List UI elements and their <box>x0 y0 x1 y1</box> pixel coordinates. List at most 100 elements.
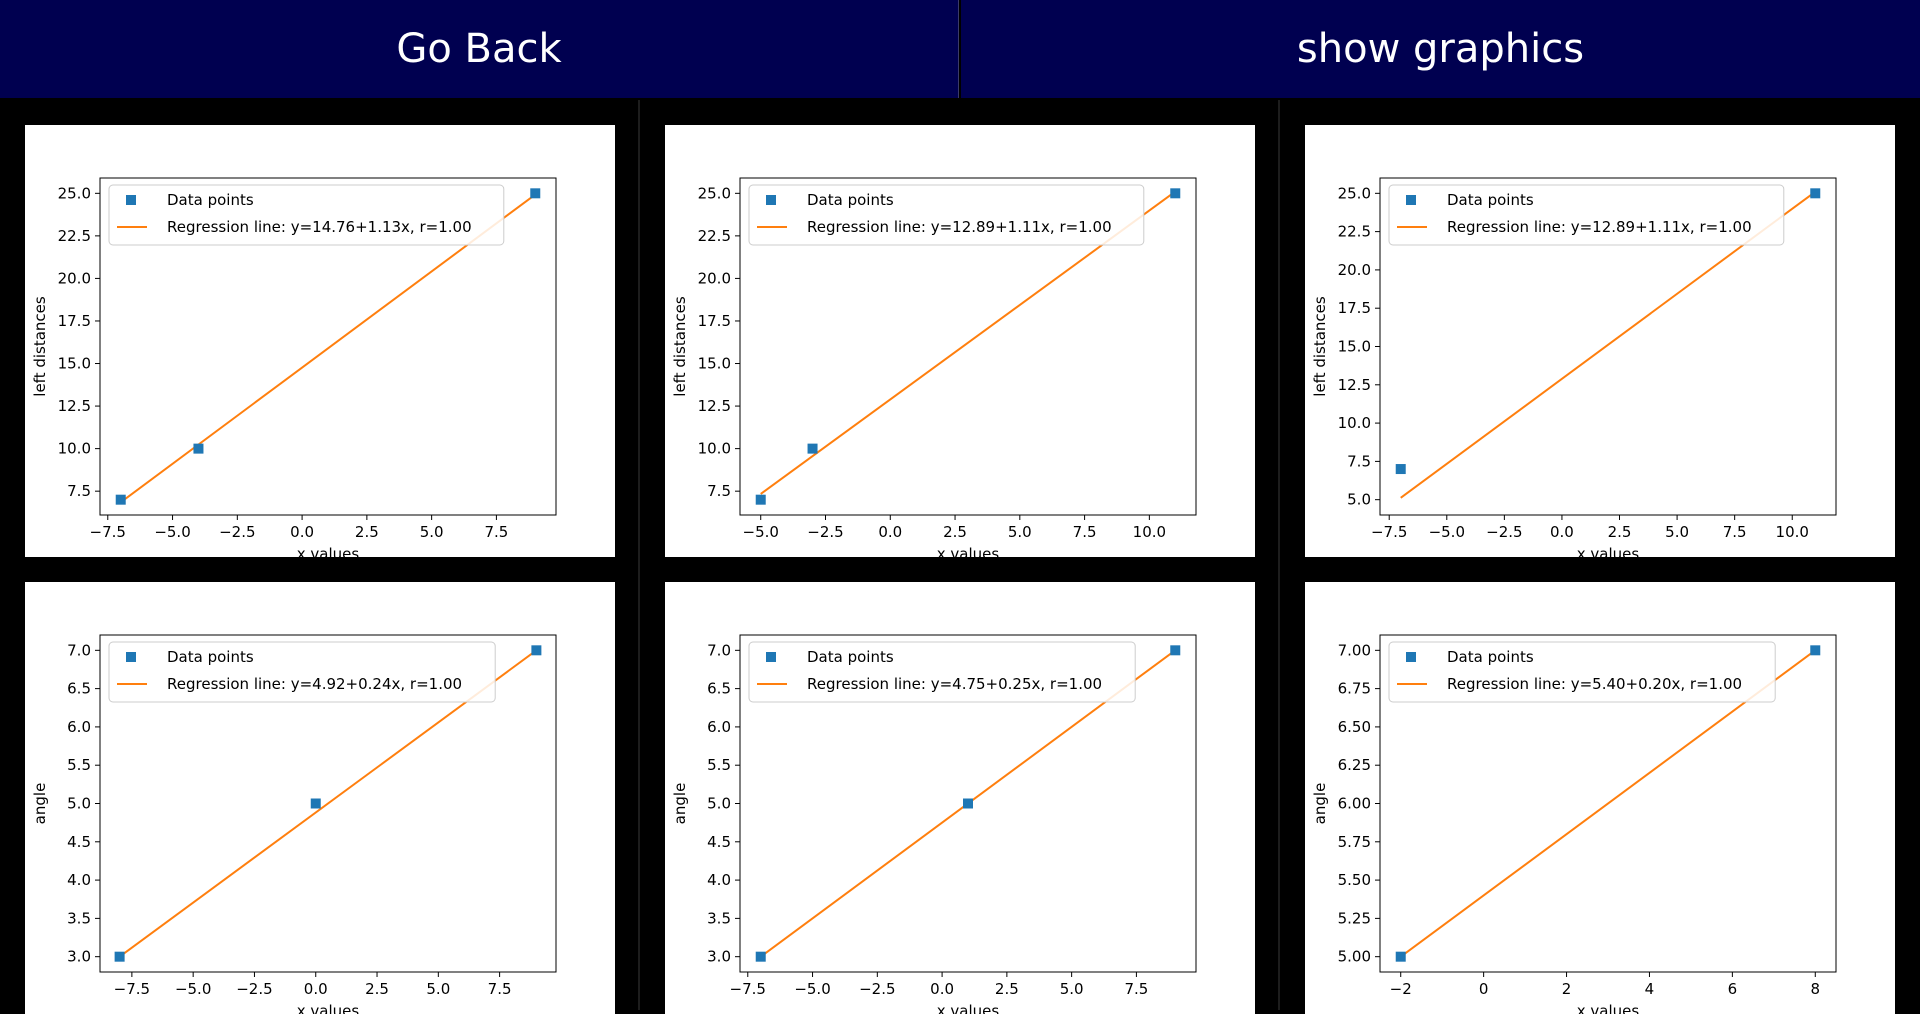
y-axis-label: angle <box>671 783 689 825</box>
go-back-button[interactable]: Go Back <box>0 0 959 98</box>
legend-label-line: Regression line: y=12.89+1.11x, r=1.00 <box>1447 218 1752 236</box>
data-point <box>963 798 973 809</box>
x-tick-label: 2.5 <box>365 980 389 998</box>
x-tick-label: −7.5 <box>90 523 126 541</box>
y-tick-label: 7.00 <box>1338 641 1371 659</box>
data-point <box>807 443 818 454</box>
y-tick-label: 20.0 <box>58 269 91 287</box>
x-tick-label: 2 <box>1562 980 1572 998</box>
y-tick-label: 3.5 <box>707 909 731 927</box>
data-point <box>1170 188 1181 199</box>
legend-label-points: Data points <box>1447 648 1534 666</box>
x-tick-label: −2 <box>1390 980 1412 998</box>
legend-marker-points <box>766 195 776 205</box>
legend-marker-points <box>1406 195 1416 205</box>
x-tick-label: 7.5 <box>1124 980 1148 998</box>
legend-label-points: Data points <box>1447 191 1534 209</box>
y-tick-label: 15.0 <box>698 355 731 373</box>
y-tick-label: 6.75 <box>1338 680 1371 698</box>
y-tick-label: 7.0 <box>67 641 91 659</box>
legend-box <box>108 184 505 246</box>
x-tick-label: 7.5 <box>1723 523 1747 541</box>
x-axis-label: x values <box>1577 545 1640 557</box>
x-axis-label: x values <box>937 1002 1000 1014</box>
x-tick-label: 7.5 <box>1073 523 1097 541</box>
x-axis-label: x values <box>297 1002 360 1014</box>
y-tick-label: 6.0 <box>707 718 731 736</box>
y-tick-label: 3.0 <box>67 948 91 966</box>
y-tick-label: 5.25 <box>1338 909 1371 927</box>
legend-box <box>108 641 496 703</box>
data-point <box>310 798 321 809</box>
x-tick-label: 7.5 <box>484 523 508 541</box>
plot-angle-3: −2 0 2 4 6 8 5.00 5.25 5.50 5.75 6.00 6.25 6.50 6.75 7… <box>1305 582 1895 1014</box>
x-tick-label: 4 <box>1645 980 1655 998</box>
show-graphics-button[interactable]: show graphics <box>961 0 1920 98</box>
x-tick-label: 5.0 <box>1665 523 1689 541</box>
y-tick-label: 15.0 <box>58 355 91 373</box>
x-tick-label: −2.5 <box>1486 523 1522 541</box>
chart-svg: −5.0 −2.5 0.0 2.5 5.0 7.5 10.0 7.5 10.0 12.5 15.0 1… <box>671 177 1197 557</box>
x-tick-label: 0 <box>1479 980 1489 998</box>
x-tick-label: 5.0 <box>426 980 450 998</box>
y-tick-label: 25.0 <box>58 184 91 202</box>
plot-left-distances-1: −7.5 −5.0 −2.5 0.0 2.5 5.0 7.5 7.5 10.0 12.5 15.0 1… <box>25 125 615 557</box>
x-tick-label: 5.0 <box>1060 980 1084 998</box>
x-tick-label: −2.5 <box>236 980 272 998</box>
y-tick-label: 3.0 <box>707 948 731 966</box>
y-tick-label: 5.5 <box>707 756 731 774</box>
y-tick-label: 25.0 <box>698 184 731 202</box>
x-tick-label: 0.0 <box>304 980 328 998</box>
x-tick-label: 2.5 <box>995 980 1019 998</box>
x-tick-label: 2.5 <box>943 523 967 541</box>
y-tick-label: 25.0 <box>1338 184 1371 202</box>
x-tick-label: 0.0 <box>290 523 314 541</box>
y-tick-label: 7.5 <box>707 482 731 500</box>
y-tick-label: 6.5 <box>67 680 91 698</box>
data-point <box>114 951 125 962</box>
axes-frame <box>739 177 1197 516</box>
y-tick-label: 7.5 <box>1347 452 1371 470</box>
legend-marker-points <box>126 652 136 662</box>
legend-label-line: Regression line: y=4.75+0.25x, r=1.00 <box>807 675 1102 693</box>
plot-left-distances-3: −7.5 −5.0 −2.5 0.0 2.5 5.0 7.5 10.0 5.0 7.5 10.0 12… <box>1305 125 1895 557</box>
legend-label-points: Data points <box>807 191 894 209</box>
y-tick-label: 10.0 <box>698 440 731 458</box>
x-tick-label: 7.5 <box>488 980 512 998</box>
legend-box <box>748 641 1136 703</box>
x-tick-label: 0.0 <box>878 523 902 541</box>
y-tick-label: 5.0 <box>707 795 731 813</box>
legend-label-points: Data points <box>167 648 254 666</box>
x-tick-label: 8 <box>1810 980 1820 998</box>
y-axis-label: angle <box>31 783 49 825</box>
y-tick-label: 4.5 <box>707 833 731 851</box>
axes-frame <box>99 177 557 516</box>
chart-svg: −7.5 −5.0 −2.5 0.0 2.5 5.0 7.5 3.0 3.5 4.0 4.5 5.0 5… <box>31 634 557 1014</box>
legend-box <box>1388 641 1776 703</box>
legend-marker-points <box>126 195 136 205</box>
y-tick-label: 6.0 <box>67 718 91 736</box>
y-tick-label: 22.5 <box>1338 223 1371 241</box>
y-tick-label: 4.0 <box>707 871 731 889</box>
data-point <box>1395 464 1406 475</box>
y-axis-label: left distances <box>31 296 49 397</box>
data-point <box>1395 951 1406 962</box>
y-tick-label: 12.5 <box>1338 376 1371 394</box>
y-tick-label: 7.5 <box>67 482 91 500</box>
y-tick-label: 12.5 <box>698 397 731 415</box>
y-tick-label: 17.5 <box>1338 299 1371 317</box>
y-tick-label: 6.25 <box>1338 756 1371 774</box>
x-tick-label: 6 <box>1728 980 1738 998</box>
plot-angle-2: −7.5 −5.0 −2.5 0.0 2.5 5.0 7.5 3.0 3.5 4.0 4.5 5.0 5… <box>665 582 1255 1014</box>
x-tick-label: −5.0 <box>1429 523 1465 541</box>
x-axis-label: x values <box>1577 1002 1640 1014</box>
data-point <box>755 951 766 962</box>
y-axis-label: left distances <box>671 296 689 397</box>
data-point <box>755 494 766 505</box>
y-tick-label: 10.0 <box>1338 414 1371 432</box>
x-axis-label: x values <box>297 545 360 557</box>
y-tick-label: 6.5 <box>707 680 731 698</box>
y-tick-label: 12.5 <box>58 397 91 415</box>
y-tick-label: 15.0 <box>1338 338 1371 356</box>
x-tick-label: −7.5 <box>730 980 766 998</box>
